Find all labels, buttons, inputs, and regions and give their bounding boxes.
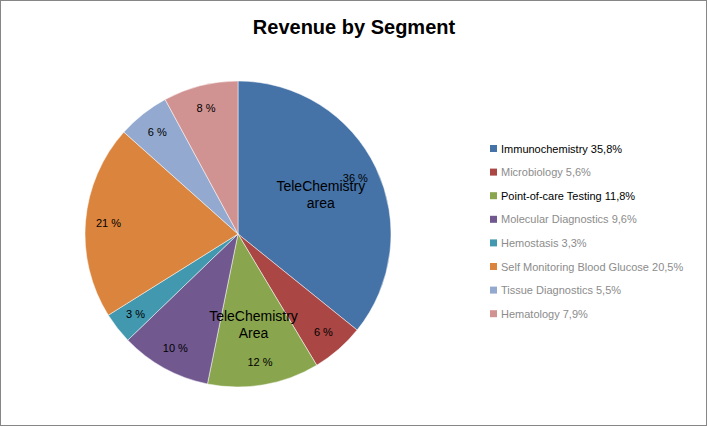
legend-label: Hematology 7,9% [501,308,588,320]
data-label: 36 % [343,172,368,184]
legend-label: Hemostasis 3,3% [501,237,587,249]
legend-swatch [490,145,497,152]
pie-slice [165,81,238,234]
chart-title: Revenue by Segment [253,16,456,38]
legend-label: Immunochemistry 35,8% [501,143,622,155]
legend-label: Microbiology 5,6% [501,166,591,178]
legend-swatch [490,216,497,223]
legend-swatch [490,287,497,294]
data-label: 10 % [163,342,188,354]
data-label: 6 % [148,126,167,138]
data-label: 8 % [197,102,216,114]
chart-frame [1,1,707,426]
legend-swatch [490,263,497,270]
data-label: 21 % [96,217,121,229]
legend-swatch [490,192,497,199]
legend: Immunochemistry 35,8% Microbiology 5,6% Po… [490,143,683,320]
legend-swatch [490,239,497,246]
data-label: 6 % [314,326,333,338]
legend-label: Self Monitoring Blood Glucose 20,5% [501,261,683,273]
annotation: TeleChemistryArea [209,308,298,341]
data-label: 12 % [247,356,272,368]
legend-label: Point-of-care Testing 11,8% [501,190,635,202]
chart: Revenue by SegmentTeleChemistryareaTeleC… [0,0,708,427]
data-label: 3 % [126,308,145,320]
legend-swatch [490,169,497,176]
pie [85,81,391,387]
legend-label: Molecular Diagnostics 9,6% [501,213,637,225]
legend-swatch [490,310,497,317]
legend-label: Tissue Diagnostics 5,5% [501,284,621,296]
